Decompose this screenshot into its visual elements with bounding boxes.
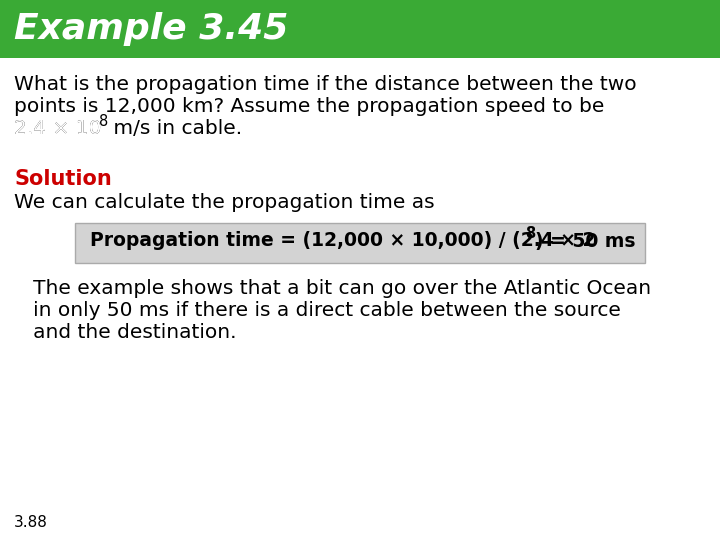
- Text: ) = 50 ms: ) = 50 ms: [535, 232, 636, 251]
- Bar: [0, 0, 720, 58]
- Text: We can calculate the propagation time as: We can calculate the propagation time as: [14, 193, 435, 212]
- Text: 2.4 × 10: 2.4 × 10: [14, 119, 102, 138]
- Text: 8: 8: [99, 114, 108, 129]
- Bar: [75, 223, 645, 263]
- Text: The example shows that a bit can go over the Atlantic Ocean: The example shows that a bit can go over…: [14, 279, 651, 298]
- Text: in only 50 ms if there is a direct cable between the source: in only 50 ms if there is a direct cable…: [14, 301, 621, 320]
- Text: Solution: Solution: [14, 169, 112, 189]
- Text: 8: 8: [525, 226, 535, 241]
- Text: and the destination.: and the destination.: [14, 323, 236, 342]
- Text: 2.4 × 10: 2.4 × 10: [14, 119, 102, 138]
- Text: Propagation time = (12,000 × 10,000) / (2.4 × 2: Propagation time = (12,000 × 10,000) / (…: [90, 232, 595, 251]
- Text: points is 12,000 km? Assume the propagation speed to be: points is 12,000 km? Assume the propagat…: [14, 97, 604, 116]
- Text: Example 3.45: Example 3.45: [14, 12, 289, 46]
- Text: 3.88: 3.88: [14, 515, 48, 530]
- Text: m/s in cable.: m/s in cable.: [107, 119, 242, 138]
- Text: What is the propagation time if the distance between the two: What is the propagation time if the dist…: [14, 75, 636, 94]
